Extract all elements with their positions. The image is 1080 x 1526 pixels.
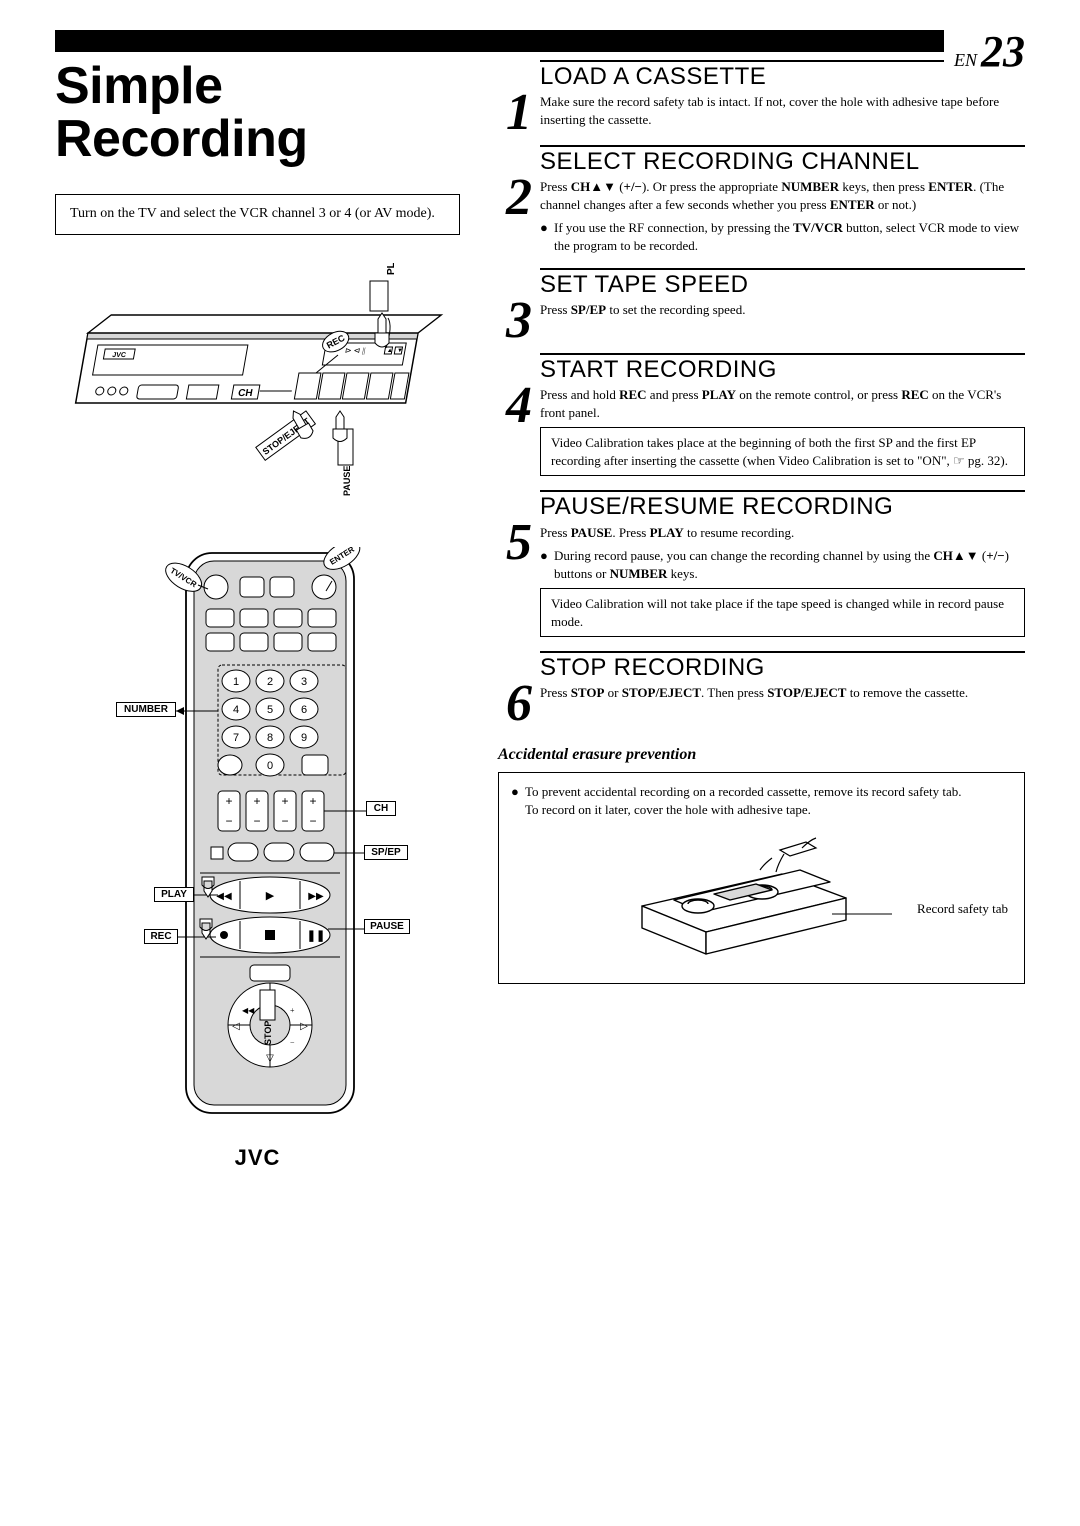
step-title: SET TAPE SPEED bbox=[540, 272, 1025, 297]
page-lang: EN bbox=[954, 50, 977, 70]
svg-text:1: 1 bbox=[232, 676, 238, 688]
svg-text:PAUSE: PAUSE bbox=[342, 466, 352, 496]
step-title: SELECT RECORDING CHANNEL bbox=[540, 149, 1025, 174]
page-number: EN 23 bbox=[944, 26, 1025, 77]
page-num-value: 23 bbox=[981, 27, 1025, 76]
note-box: Video Calibration will not take place if… bbox=[540, 588, 1025, 637]
left-column: Simple Recording Turn on the TV and sele… bbox=[55, 60, 460, 1205]
step-text: Press SP/EP to set the recording speed. bbox=[540, 301, 1025, 319]
svg-text:6: 6 bbox=[300, 704, 306, 716]
svg-text:+: + bbox=[309, 794, 316, 808]
svg-text:JVC: JVC bbox=[111, 352, 126, 359]
label-pause: PAUSE bbox=[364, 919, 410, 934]
label-number: NUMBER bbox=[116, 702, 176, 717]
svg-text:▽: ▽ bbox=[266, 1053, 274, 1064]
step-title: START RECORDING bbox=[540, 357, 1025, 382]
record-tab-label: Record safety tab bbox=[917, 900, 1008, 918]
svg-text:−: − bbox=[281, 814, 288, 828]
svg-text:+: + bbox=[290, 1006, 295, 1015]
step-title: STOP RECORDING bbox=[540, 655, 1025, 680]
step-title: PAUSE/RESUME RECORDING bbox=[540, 494, 1025, 519]
svg-text:3: 3 bbox=[300, 676, 306, 688]
step-text: Press STOP or STOP/EJECT. Then press STO… bbox=[540, 684, 1025, 702]
svg-text:9: 9 bbox=[300, 732, 306, 744]
step-number: 5 bbox=[498, 490, 540, 643]
intro-box: Turn on the TV and select the VCR channe… bbox=[55, 194, 460, 235]
svg-text:2: 2 bbox=[266, 676, 272, 688]
prevention-bullet: To prevent accidental recording on a rec… bbox=[525, 784, 962, 799]
svg-text:PLAY: PLAY bbox=[386, 263, 397, 275]
svg-text:◀◀: ◀◀ bbox=[216, 891, 232, 902]
step-2: 2 SELECT RECORDING CHANNEL Press CH▲▼ (+… bbox=[498, 145, 1025, 260]
step-text: Press CH▲▼ (+/−). Or press the appropria… bbox=[540, 178, 1025, 213]
remote-figure: 1 2 3 4 5 6 7 8 9 0 + − bbox=[55, 547, 460, 1171]
svg-text:▶: ▶ bbox=[265, 890, 274, 902]
svg-text:+: + bbox=[225, 794, 232, 808]
svg-text:−: − bbox=[253, 814, 260, 828]
note-box: Video Calibration takes place at the beg… bbox=[540, 427, 1025, 476]
intro-text: Turn on the TV and select the VCR channe… bbox=[70, 206, 435, 221]
svg-text:CH: CH bbox=[237, 388, 253, 399]
svg-text:▼: ▼ bbox=[396, 348, 403, 354]
svg-text:0: 0 bbox=[266, 760, 272, 772]
svg-text:◀◀: ◀◀ bbox=[242, 1006, 255, 1015]
prevention-line2: To record on it later, cover the hole wi… bbox=[525, 802, 811, 817]
vcr-figure: JVC ▲ ▼ ⊳ ⊲ || CH bbox=[55, 263, 460, 513]
page-title: Simple Recording bbox=[55, 60, 460, 166]
prevention-box: ● To prevent accidental recording on a r… bbox=[498, 772, 1025, 984]
label-spep: SP/EP bbox=[364, 845, 408, 860]
svg-text:⊳ ⊲ ||: ⊳ ⊲ || bbox=[344, 346, 366, 355]
svg-text:+: + bbox=[253, 794, 260, 808]
svg-text:5: 5 bbox=[266, 704, 272, 716]
step-text: Make sure the record safety tab is intac… bbox=[540, 93, 1025, 128]
prevention-heading: Accidental erasure prevention bbox=[498, 746, 1025, 764]
step-bullet: ● If you use the RF connection, by press… bbox=[540, 219, 1025, 254]
step-3: 3 SET TAPE SPEED Press SP/EP to set the … bbox=[498, 268, 1025, 345]
svg-text:−: − bbox=[290, 1038, 295, 1047]
label-rec: REC bbox=[144, 929, 178, 944]
label-play: PLAY bbox=[370, 263, 397, 311]
svg-text:❚❚: ❚❚ bbox=[306, 930, 324, 942]
label-play: PLAY bbox=[154, 887, 194, 902]
step-number: 3 bbox=[498, 268, 540, 345]
step-5: 5 PAUSE/RESUME RECORDING Press PAUSE. Pr… bbox=[498, 490, 1025, 643]
step-number: 4 bbox=[498, 353, 540, 482]
step-4: 4 START RECORDING Press and hold REC and… bbox=[498, 353, 1025, 482]
step-bullet: ● During record pause, you can change th… bbox=[540, 547, 1025, 582]
step-number: 6 bbox=[498, 651, 540, 728]
svg-text:+: + bbox=[281, 794, 288, 808]
svg-text:4: 4 bbox=[232, 704, 238, 716]
prevention-section: Accidental erasure prevention ● To preve… bbox=[498, 746, 1025, 984]
svg-text:7: 7 bbox=[232, 732, 238, 744]
step-text: Press PAUSE. Press PLAY to resume record… bbox=[540, 524, 1025, 542]
cassette-figure: Record safety tab bbox=[511, 826, 1012, 971]
svg-text:▶▶: ▶▶ bbox=[308, 891, 324, 902]
svg-text:▲: ▲ bbox=[386, 348, 393, 354]
step-6: 6 STOP RECORDING Press STOP or STOP/EJEC… bbox=[498, 651, 1025, 728]
svg-text:◁: ◁ bbox=[232, 1021, 240, 1032]
brand-logo: JVC bbox=[55, 1145, 460, 1171]
header-bar: EN 23 bbox=[55, 30, 1025, 52]
svg-text:−: − bbox=[225, 814, 232, 828]
svg-text:STOP: STOP bbox=[263, 1021, 273, 1045]
svg-text:8: 8 bbox=[266, 732, 272, 744]
right-column: 1 LOAD A CASSETTE Make sure the record s… bbox=[498, 60, 1025, 1205]
step-text: Press and hold REC and press PLAY on the… bbox=[540, 386, 1025, 421]
svg-text:▷: ▷ bbox=[300, 1021, 308, 1032]
step-number: 1 bbox=[498, 60, 540, 137]
step-number: 2 bbox=[498, 145, 540, 260]
svg-text:−: − bbox=[309, 814, 316, 828]
label-ch: CH bbox=[366, 801, 396, 816]
